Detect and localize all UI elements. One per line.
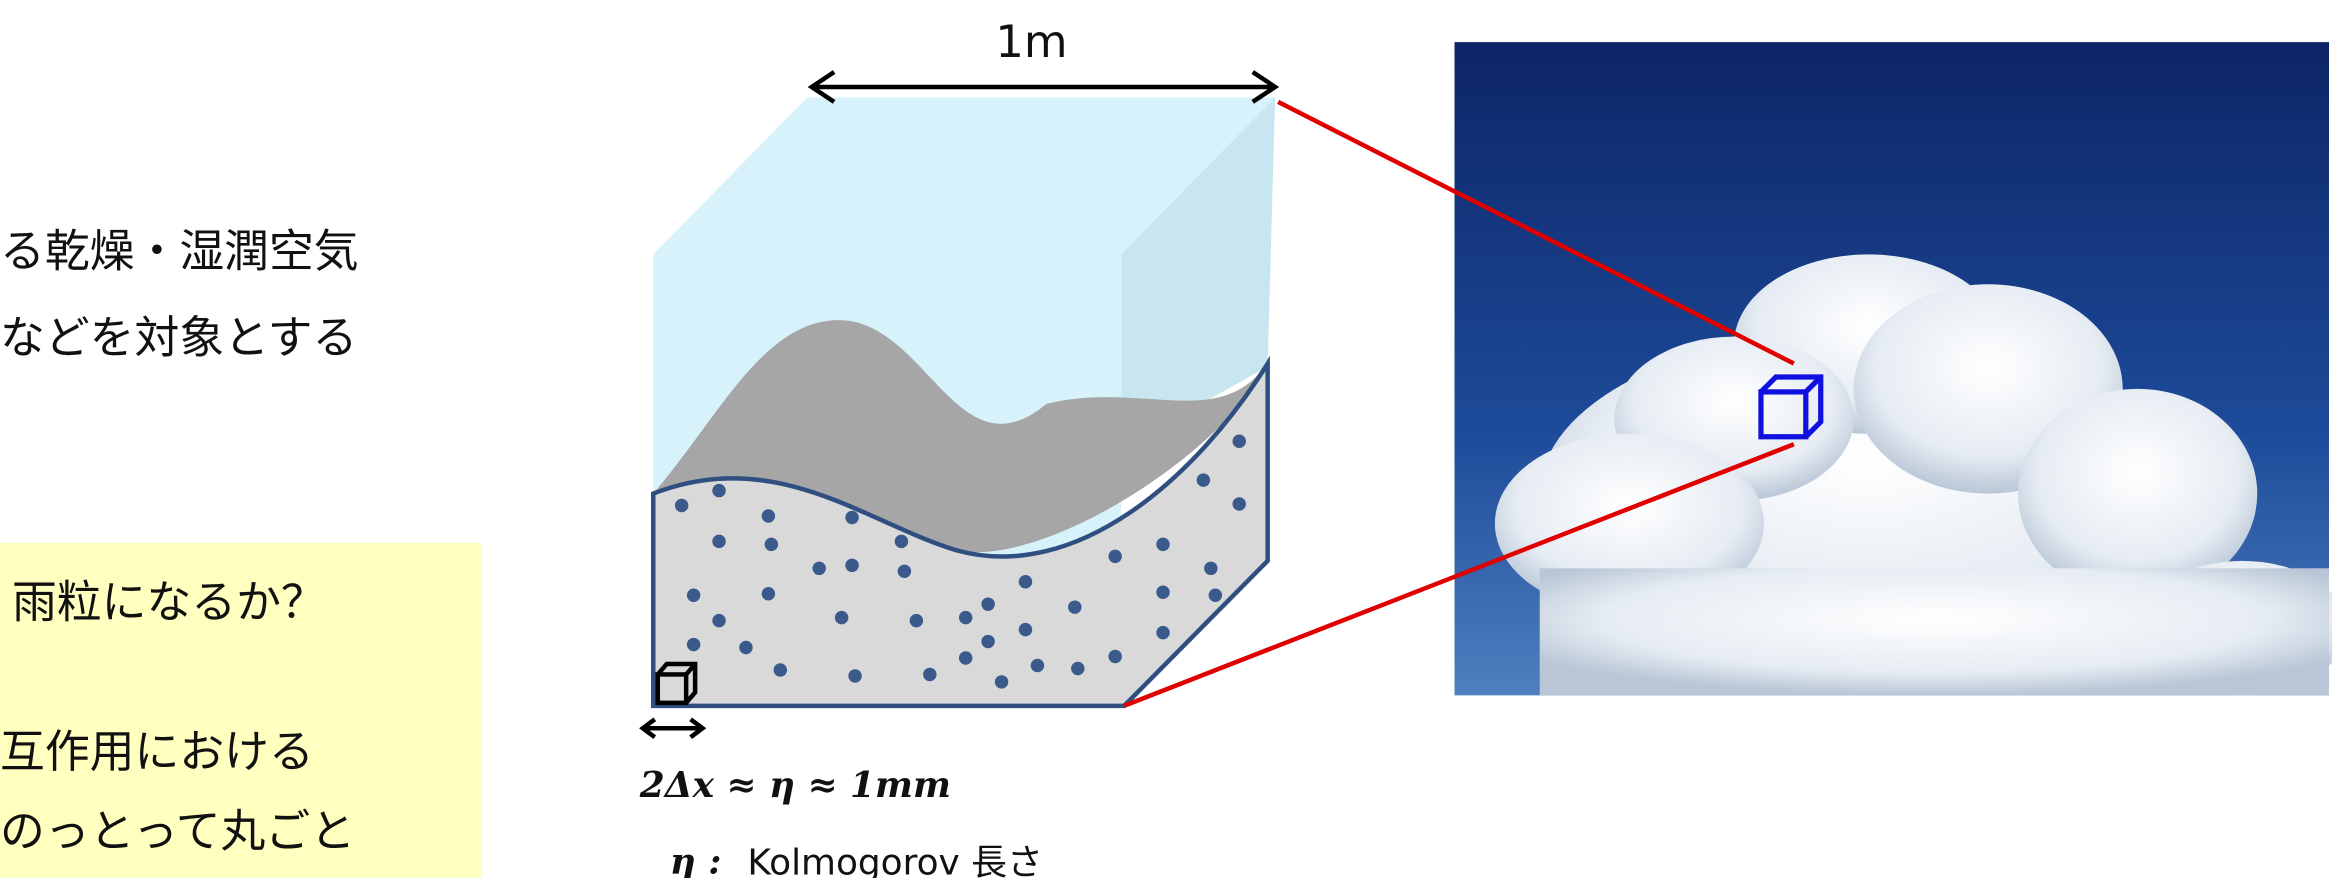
slide: る乾燥・湿潤空気 などを対象とする 雨粒になるか？ 互作用における のっとって丸… — [0, 0, 2332, 878]
formula: 2Δx ≈ η ≈ 1mm — [639, 764, 951, 806]
width-label: 1m — [995, 15, 1067, 68]
note-text: 互作用における — [0, 725, 314, 778]
left-text: などを対象とする — [0, 311, 357, 364]
eta-description: Kolmogorov 長さ — [747, 842, 1042, 878]
cloud-photo — [1455, 42, 2332, 695]
note-text: 雨粒になるか？ — [12, 576, 326, 629]
left-text: る乾燥・湿潤空気 — [0, 224, 359, 277]
note-text: のっとって丸ごと — [0, 804, 355, 857]
domain-cube — [653, 97, 1275, 705]
eta-symbol: η : — [670, 840, 722, 878]
